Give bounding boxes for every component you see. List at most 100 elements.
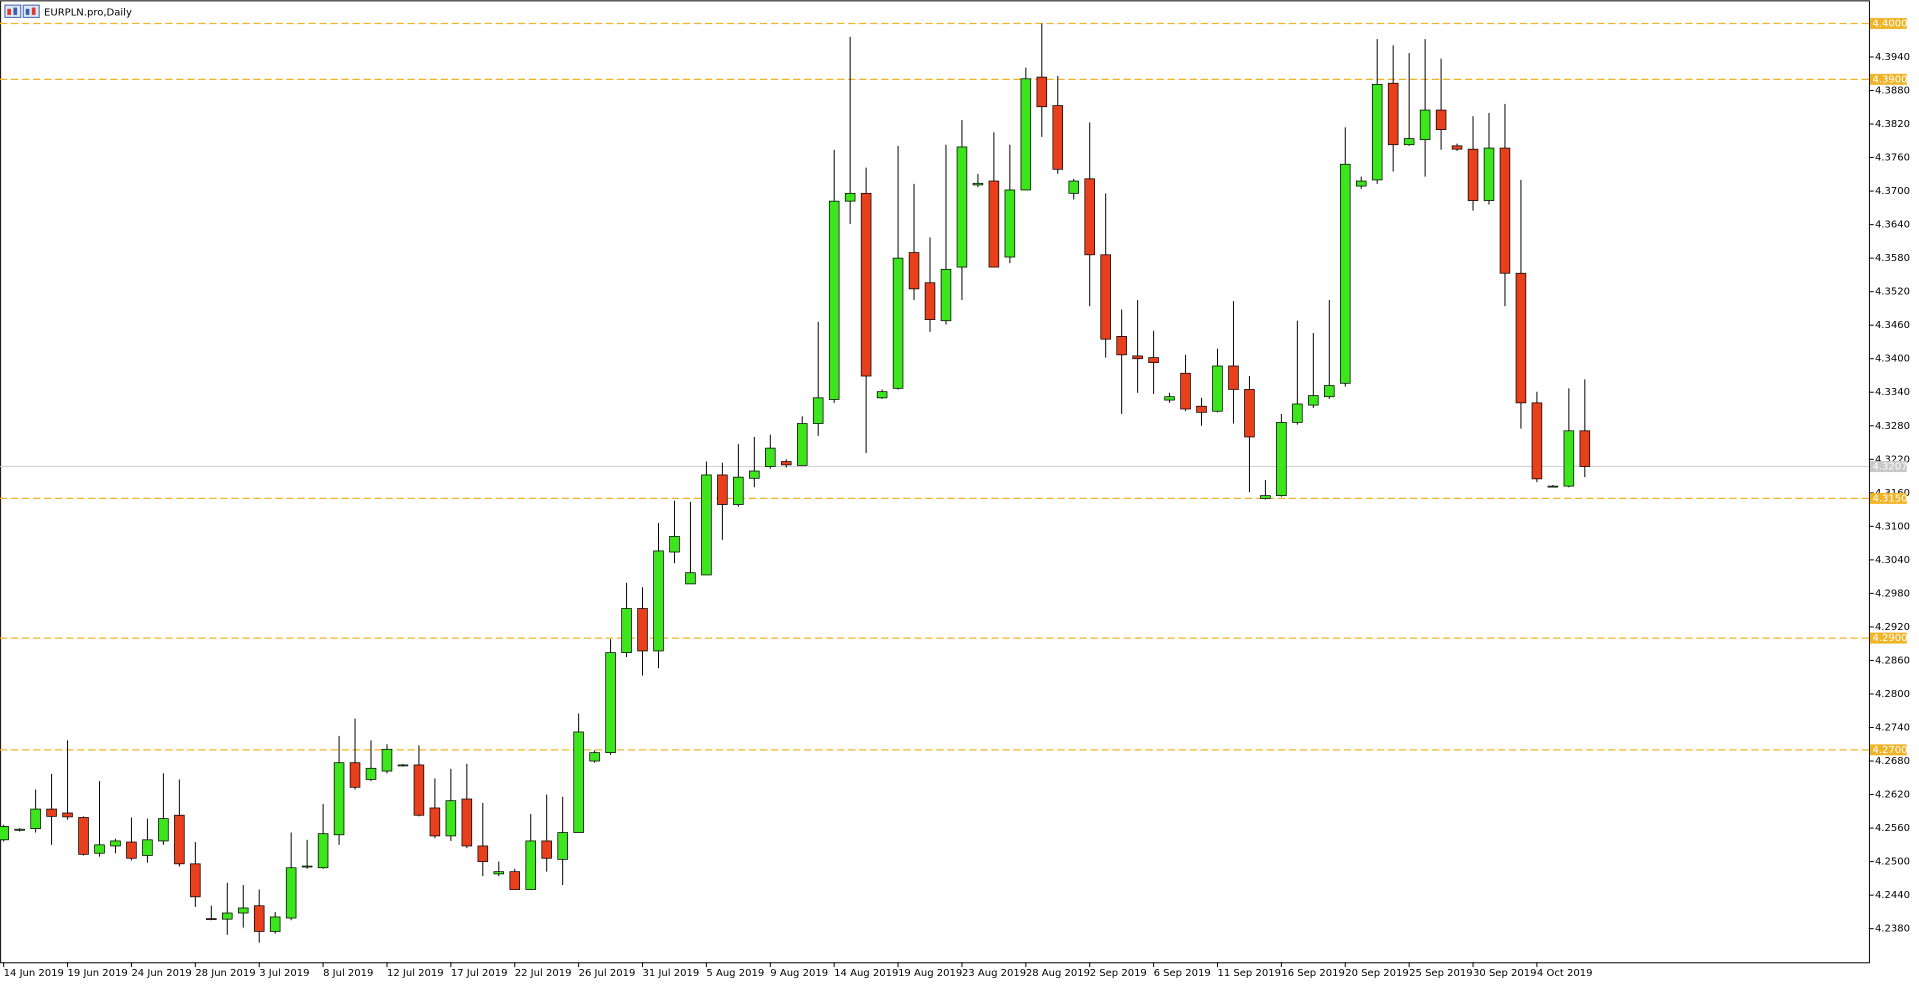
- x-tick-label: 2 Sep 2019: [1090, 968, 1147, 979]
- candle-body: [892, 257, 904, 389]
- candle-body: [1148, 357, 1159, 363]
- candle-body: [701, 474, 712, 576]
- y-tick-label: 4.3580: [1875, 253, 1910, 264]
- candle-body: [828, 200, 840, 400]
- candle-body: [1100, 254, 1111, 340]
- y-tick-label: 4.2620: [1875, 790, 1910, 801]
- candle-body: [94, 844, 105, 854]
- candle-body: [158, 818, 169, 842]
- y-tick-label: 4.3040: [1875, 555, 1910, 566]
- x-tick-label: 17 Jul 2019: [451, 968, 508, 979]
- candle-body: [445, 800, 457, 837]
- candle-body: [844, 192, 856, 202]
- candle-body: [1435, 109, 1447, 130]
- candle-body: [46, 808, 57, 817]
- y-tick-label: 4.2380: [1875, 924, 1910, 935]
- x-tick-label: 19 Jun 2019: [68, 968, 128, 979]
- x-tick-label: 24 Jun 2019: [131, 968, 191, 979]
- candle-body: [1180, 372, 1191, 410]
- candle-body: [573, 731, 584, 833]
- candle-body: [1499, 147, 1511, 274]
- x-tick-label: 26 Jul 2019: [579, 968, 636, 979]
- candle-body: [1132, 355, 1143, 360]
- window-icon: [4, 4, 40, 18]
- x-tick-label: 11 Sep 2019: [1217, 968, 1280, 979]
- y-tick-label: 4.3880: [1875, 86, 1910, 97]
- level-label-box: [1870, 744, 1907, 756]
- candle-body: [1020, 78, 1032, 191]
- candle-body: [1387, 82, 1399, 146]
- candle-body: [317, 833, 329, 869]
- candle-body: [1451, 145, 1463, 150]
- candle-body: [1308, 395, 1319, 406]
- candle-body: [1164, 396, 1175, 401]
- candle-body: [1052, 105, 1064, 170]
- candle-body: [1244, 389, 1255, 438]
- current-price-box: [1870, 461, 1907, 473]
- x-tick-label: 5 Aug 2019: [706, 968, 764, 979]
- current-price-label: 4.3207: [1872, 462, 1907, 473]
- y-tick-label: 4.3460: [1875, 320, 1910, 331]
- candle-body: [333, 762, 345, 836]
- candle-body: [1324, 385, 1335, 398]
- candle-body: [1276, 422, 1287, 496]
- candle-body: [126, 841, 137, 859]
- x-tick-label: 12 Jul 2019: [387, 968, 444, 979]
- candle-body: [908, 252, 920, 290]
- y-tick-label: 4.3400: [1875, 354, 1910, 365]
- candle-body: [1579, 430, 1591, 467]
- level-label-box: [1870, 492, 1907, 504]
- candle-body: [988, 180, 1000, 268]
- y-tick-label: 4.2500: [1875, 857, 1910, 868]
- candle-body: [1515, 272, 1527, 404]
- candle-body: [1004, 189, 1016, 258]
- candle-body: [1116, 336, 1127, 356]
- candle-body: [253, 905, 265, 932]
- candle-body: [14, 828, 25, 831]
- y-tick-label: 4.3820: [1875, 119, 1910, 130]
- candle-body: [1403, 138, 1415, 146]
- y-tick-label: 4.2800: [1875, 689, 1910, 700]
- candle-body: [174, 814, 185, 865]
- candle-body: [781, 461, 792, 466]
- level-label: 4.2900: [1872, 633, 1907, 644]
- y-tick-label: 4.3940: [1875, 52, 1910, 63]
- level-label: 4.2700: [1872, 745, 1907, 756]
- x-tick-label: 22 Jul 2019: [515, 968, 572, 979]
- x-tick-label: 20 Sep 2019: [1345, 968, 1408, 979]
- candle-body: [717, 474, 728, 505]
- candle-body: [1371, 84, 1383, 181]
- x-tick-label: 9 Aug 2019: [770, 968, 828, 979]
- level-label: 4.3150: [1872, 493, 1907, 504]
- y-tick-label: 4.2920: [1875, 622, 1910, 633]
- y-tick-label: 4.2980: [1875, 588, 1910, 599]
- candle-body: [1212, 365, 1223, 412]
- candle-body: [269, 916, 281, 932]
- level-label-box: [1870, 632, 1907, 644]
- level-label-box: [1870, 73, 1907, 85]
- candle-body: [876, 391, 888, 399]
- candle-body: [940, 268, 952, 322]
- candle-body: [525, 840, 536, 890]
- candle-body: [397, 764, 409, 767]
- x-tick-label: 3 Jul 2019: [259, 968, 309, 979]
- candle-body: [685, 572, 696, 585]
- candle-body: [653, 550, 664, 652]
- candle-body: [1339, 163, 1351, 384]
- candle-body: [749, 470, 760, 479]
- candle-body: [605, 652, 616, 754]
- y-tick-label: 4.3700: [1875, 186, 1910, 197]
- icon-bar: [13, 7, 18, 15]
- y-tick-label: 4.2860: [1875, 655, 1910, 666]
- y-tick-label: 4.2440: [1875, 890, 1910, 901]
- candle-body: [956, 146, 968, 268]
- candle-body: [301, 865, 313, 868]
- icon-bar: [7, 8, 12, 15]
- candle-body: [796, 423, 808, 466]
- y-tick-label: 4.2740: [1875, 723, 1910, 734]
- x-tick-label: 25 Sep 2019: [1409, 968, 1472, 979]
- candle-body: [589, 752, 600, 762]
- candle-body: [1084, 178, 1095, 256]
- candle-body: [429, 807, 441, 837]
